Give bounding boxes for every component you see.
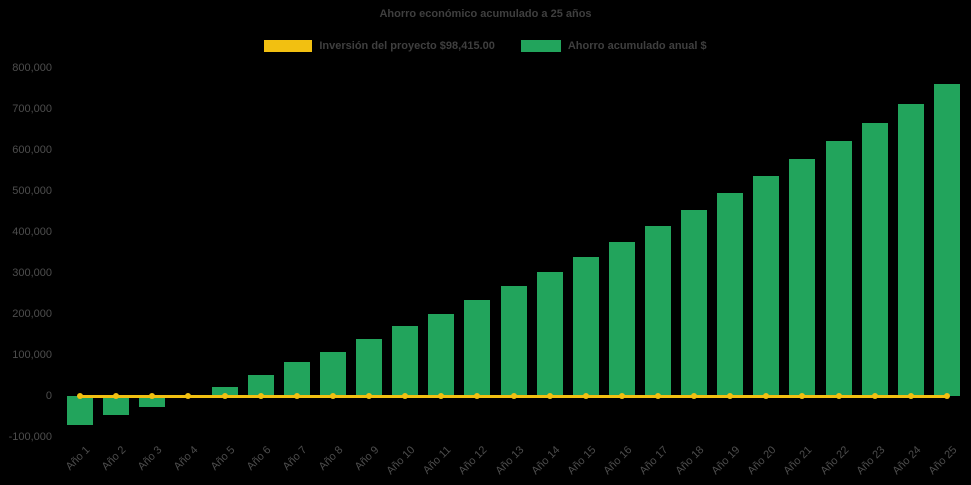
bar — [825, 141, 852, 396]
investment-line-marker — [618, 393, 625, 399]
investment-line-marker — [474, 393, 481, 399]
investment-line-marker — [799, 393, 806, 399]
bar — [139, 396, 166, 408]
y-tick-label: 400,000 — [12, 226, 52, 238]
investment-line-marker — [329, 393, 336, 399]
legend-line-swatch — [264, 40, 313, 52]
legend-label: Ahorro acumulado anual $ — [567, 40, 707, 52]
y-tick-label: 100,000 — [12, 349, 52, 361]
y-tick-label: 800,000 — [12, 62, 52, 74]
investment-line-marker — [582, 393, 589, 399]
bar — [933, 84, 960, 396]
investment-line-marker — [366, 393, 373, 399]
bar — [500, 286, 527, 396]
legend-bar-swatch — [520, 40, 561, 52]
bar — [283, 362, 310, 396]
investment-line-marker — [113, 393, 120, 399]
bar — [247, 374, 274, 396]
bar — [753, 176, 780, 396]
y-tick-label: 300,000 — [12, 267, 52, 279]
bar — [103, 396, 130, 415]
legend-item: Ahorro acumulado anual $ — [520, 40, 707, 52]
bar — [572, 257, 599, 396]
bar — [428, 314, 455, 396]
legend-item: Inversión del proyecto $98,415.00 — [264, 40, 495, 52]
investment-line-marker — [835, 393, 842, 399]
y-tick-label: 700,000 — [12, 103, 52, 115]
bar — [717, 193, 744, 396]
y-tick-label: 500,000 — [12, 185, 52, 197]
chart-legend: Inversión del proyecto $98,415.00 Ahorro … — [0, 40, 971, 52]
investment-line-marker — [907, 393, 914, 399]
investment-line-marker — [77, 393, 84, 399]
investment-line-marker — [691, 393, 698, 399]
bar — [644, 226, 671, 396]
bar — [356, 338, 383, 396]
y-tick-label: 600,000 — [12, 144, 52, 156]
bar — [608, 241, 635, 396]
investment-line-marker — [402, 393, 409, 399]
investment-line-marker — [293, 393, 300, 399]
bar — [211, 386, 238, 396]
investment-line-marker — [654, 393, 661, 399]
legend-label: Inversión del proyecto $98,415.00 — [319, 40, 495, 52]
investment-line-marker — [943, 393, 950, 399]
investment-line-marker — [871, 393, 878, 399]
investment-line-marker — [510, 393, 517, 399]
investment-line-marker — [185, 393, 192, 399]
y-tick-label: 0 — [45, 390, 52, 402]
investment-line-marker — [257, 393, 264, 399]
x-tick-label: Año 1 — [63, 444, 93, 473]
bar — [897, 103, 924, 396]
investment-line-marker — [727, 393, 734, 399]
y-tick-label: -100,000 — [8, 431, 52, 443]
bar — [392, 325, 419, 396]
bar — [319, 351, 346, 396]
bar — [789, 159, 816, 396]
bar — [67, 396, 94, 425]
investment-line-marker — [546, 393, 553, 399]
bar — [681, 210, 708, 396]
bar — [464, 299, 491, 396]
investment-line-marker — [149, 393, 156, 399]
investment-line-marker — [221, 393, 228, 399]
y-tick-label: 200,000 — [12, 308, 52, 320]
investment-line-marker — [438, 393, 445, 399]
bar — [536, 272, 563, 396]
chart-title: Ahorro económico acumulado a 25 años — [379, 8, 592, 20]
investment-line-marker — [763, 393, 770, 399]
bar — [861, 123, 888, 396]
